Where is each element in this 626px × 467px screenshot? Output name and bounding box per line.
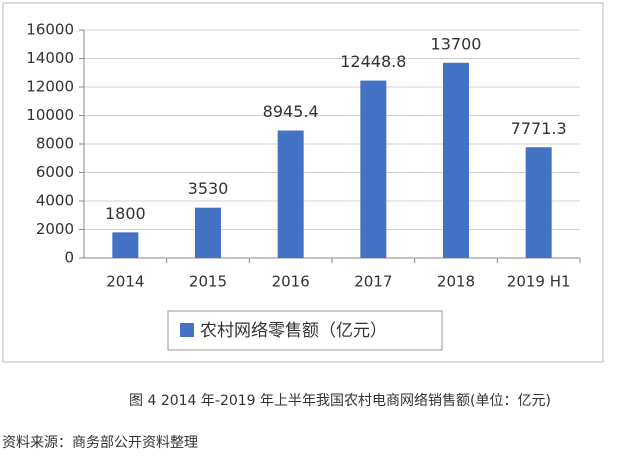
value-label: 12448.8 (340, 52, 406, 71)
bar (525, 147, 552, 258)
y-tick-label: 14000 (26, 49, 74, 67)
legend-box (167, 310, 443, 351)
caption: 图 4 2014 年-2019 年上半年我国农村电商网络销售额(单位：亿元) (129, 393, 551, 409)
x-tick-label: 2018 (437, 273, 475, 291)
bar (443, 62, 469, 259)
bar (195, 207, 221, 258)
value-label: 13700 (431, 34, 482, 53)
x-tick-label: 2017 (354, 273, 392, 291)
x-tick-label: 2019 H1 (507, 273, 571, 291)
value-label: 1800 (105, 204, 146, 223)
source: 资料来源：商务部公开资料整理 (2, 435, 198, 451)
x-tick-label: 2014 (106, 273, 144, 291)
y-tick-label: 0 (64, 249, 74, 267)
legend-label: 农村网络零售额（亿元） (200, 321, 387, 341)
value-label: 8945.4 (263, 102, 319, 121)
y-tick-label: 10000 (26, 106, 74, 124)
x-tick-label: 2015 (189, 273, 227, 291)
y-tick-label: 2000 (36, 220, 74, 238)
y-tick-label: 4000 (36, 192, 74, 210)
y-tick-label: 12000 (26, 78, 74, 96)
bar (277, 130, 304, 258)
legend-swatch (180, 323, 194, 337)
bar (112, 232, 139, 258)
y-tick-label: 16000 (26, 21, 74, 39)
y-tick-label: 6000 (36, 163, 74, 181)
y-tick-label: 8000 (36, 135, 74, 153)
value-label: 3530 (188, 179, 229, 198)
value-label: 7771.3 (511, 119, 567, 138)
bar (360, 80, 387, 258)
x-tick-label: 2016 (272, 273, 310, 291)
